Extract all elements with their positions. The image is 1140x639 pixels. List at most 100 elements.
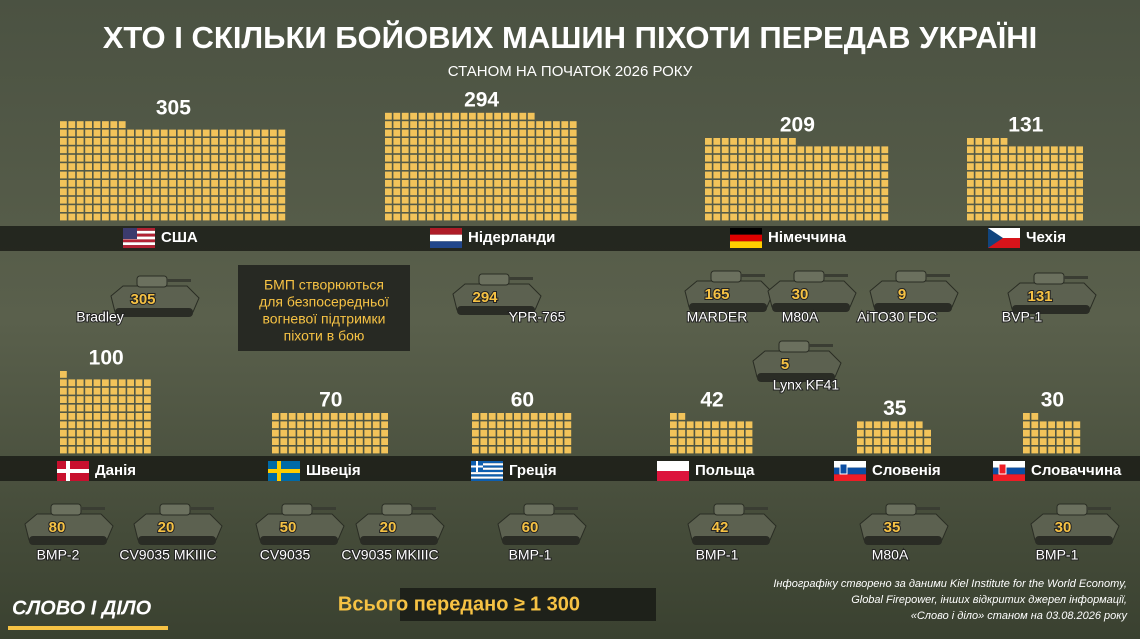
- unit-square: [983, 163, 991, 170]
- unit-square: [514, 421, 521, 429]
- unit-square: [772, 213, 779, 221]
- country-name: Польща: [695, 462, 755, 479]
- vehicle-turret: [523, 503, 555, 516]
- unit-square: [236, 213, 244, 221]
- unit-square: [68, 421, 76, 429]
- unit-square: [772, 154, 779, 162]
- unit-square: [135, 138, 143, 145]
- unit-square: [713, 154, 721, 162]
- unit-square: [907, 421, 915, 429]
- unit-square: [393, 146, 401, 154]
- flag-stripe: [988, 228, 1020, 238]
- unit-square: [186, 163, 193, 170]
- vehicle-name: BMP-1: [509, 547, 552, 563]
- unit-square: [477, 112, 485, 120]
- unit-square: [339, 446, 346, 454]
- unit-square: [68, 180, 76, 187]
- source-line: Інфографіку створено за даними Kiel Inst…: [773, 578, 1127, 590]
- unit-square: [472, 446, 479, 454]
- unit-square: [76, 129, 84, 137]
- unit-square: [385, 146, 392, 154]
- flag-stripe: [988, 238, 1020, 248]
- vehicle-name: BMP-1: [696, 547, 739, 563]
- unit-square: [865, 438, 873, 445]
- unit-square: [772, 205, 779, 212]
- unit-square: [410, 154, 417, 162]
- unit-square: [228, 180, 235, 187]
- unit-square: [278, 138, 286, 145]
- unit-square: [1051, 171, 1058, 179]
- unit-square: [253, 196, 260, 204]
- unit-square: [330, 429, 338, 437]
- unit-square: [253, 146, 260, 154]
- unit-square: [452, 154, 459, 162]
- unit-square: [177, 171, 185, 179]
- unit-square: [864, 196, 872, 204]
- flag-stripe: [471, 463, 503, 466]
- unit-square: [805, 213, 813, 221]
- unit-square: [1034, 213, 1041, 221]
- unit-square: [118, 121, 126, 128]
- flag-cross: [471, 465, 483, 468]
- unit-square: [983, 196, 991, 204]
- vehicle-turret: [159, 503, 191, 516]
- flag-stripe: [471, 472, 503, 475]
- unit-square: [211, 180, 218, 187]
- unit-square: [102, 413, 109, 420]
- unit-square: [270, 180, 277, 187]
- unit-square: [738, 163, 746, 170]
- unit-square: [856, 146, 863, 154]
- unit-square: [169, 146, 176, 154]
- vehicle-track: [115, 308, 193, 317]
- unit-square: [564, 438, 572, 445]
- vehicle-count: 60: [522, 519, 539, 536]
- unit-square: [278, 188, 286, 196]
- unit-square: [488, 446, 496, 454]
- label-band: [0, 226, 1140, 251]
- unit-square: [427, 171, 434, 179]
- unit-square: [797, 213, 805, 221]
- unit-square: [924, 446, 931, 454]
- unit-square: [228, 171, 235, 179]
- unit-square: [1056, 438, 1064, 445]
- vehicle-track: [1035, 536, 1113, 545]
- unit-square: [401, 196, 409, 204]
- unit-square: [68, 429, 76, 437]
- unit-square: [831, 154, 838, 162]
- unit-square: [60, 180, 67, 187]
- unit-square: [339, 413, 346, 420]
- unit-square: [443, 163, 451, 170]
- unit-square: [160, 163, 168, 170]
- unit-square: [60, 413, 67, 420]
- unit-square: [152, 196, 160, 204]
- unit-square: [68, 154, 76, 162]
- unit-square: [721, 188, 729, 196]
- unit-square: [110, 205, 118, 212]
- unit-square: [76, 438, 84, 445]
- unit-square: [502, 129, 510, 137]
- unit-square: [494, 188, 501, 196]
- unit-square: [152, 171, 160, 179]
- unit-square: [427, 146, 434, 154]
- unit-square: [211, 129, 218, 137]
- total-value: 1 300: [530, 593, 580, 615]
- unit-square: [1051, 188, 1058, 196]
- unit-square: [85, 154, 92, 162]
- unit-square: [76, 196, 84, 204]
- unit-square: [1000, 146, 1008, 154]
- unit-square: [497, 446, 504, 454]
- unit-square: [822, 146, 830, 154]
- unit-square: [1000, 163, 1008, 170]
- unit-square: [569, 163, 577, 170]
- unit-square: [339, 438, 346, 445]
- unit-square: [261, 196, 269, 204]
- unit-square: [488, 413, 496, 420]
- unit-square: [847, 196, 855, 204]
- unit-square: [703, 438, 711, 445]
- unit-square: [76, 188, 84, 196]
- unit-square: [502, 213, 510, 221]
- unit-square: [228, 205, 235, 212]
- unit-square: [435, 121, 443, 128]
- unit-square: [305, 421, 313, 429]
- unit-square: [460, 146, 468, 154]
